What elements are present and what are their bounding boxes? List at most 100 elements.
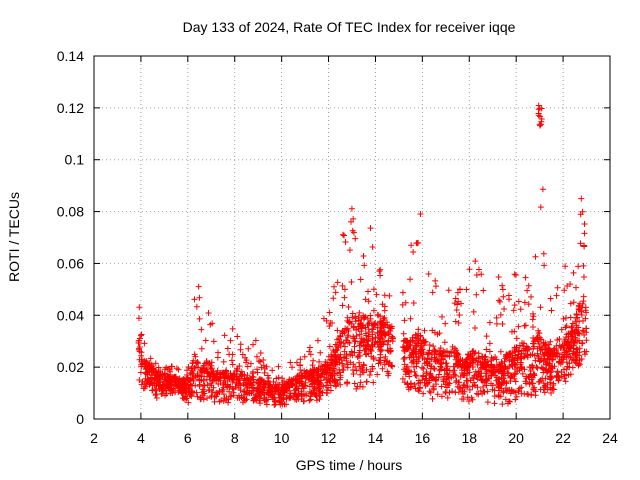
data-point — [412, 385, 419, 392]
data-point — [580, 274, 587, 281]
data-point — [138, 331, 145, 338]
data-point — [294, 392, 301, 399]
data-point — [254, 369, 261, 376]
data-point — [419, 377, 426, 384]
data-point — [553, 350, 560, 357]
data-point — [438, 360, 445, 367]
data-point — [276, 399, 283, 406]
data-point — [483, 376, 490, 383]
data-point — [155, 364, 162, 371]
data-point — [570, 342, 577, 349]
data-point — [569, 328, 576, 335]
data-point — [550, 382, 557, 389]
x-tick-label: 4 — [137, 430, 145, 446]
data-point — [314, 337, 321, 344]
data-point — [351, 380, 358, 387]
data-point — [360, 369, 367, 376]
data-point — [221, 370, 228, 377]
data-point — [136, 377, 143, 384]
data-point — [408, 368, 415, 375]
data-point — [569, 333, 576, 340]
data-point — [573, 314, 580, 321]
data-point — [470, 379, 477, 386]
data-point — [142, 375, 149, 382]
data-point — [537, 204, 544, 211]
data-point — [339, 282, 346, 289]
data-point — [563, 322, 570, 329]
data-point — [310, 377, 317, 384]
data-point — [333, 342, 340, 349]
data-point — [323, 382, 330, 389]
data-point — [146, 362, 153, 369]
data-point — [367, 225, 374, 232]
data-point — [441, 367, 448, 374]
data-point — [348, 278, 355, 285]
data-point — [458, 367, 465, 374]
data-point — [332, 341, 339, 348]
data-point — [152, 386, 159, 393]
data-point — [561, 375, 568, 382]
data-point — [567, 314, 574, 321]
data-point — [264, 380, 271, 387]
data-point — [433, 283, 439, 290]
data-point — [482, 366, 489, 373]
data-point — [484, 362, 491, 369]
data-point — [498, 368, 505, 375]
data-point — [459, 372, 466, 379]
data-point — [284, 384, 291, 391]
data-point — [535, 330, 542, 337]
data-point — [581, 230, 588, 237]
data-point — [180, 388, 187, 395]
data-point — [308, 371, 315, 378]
data-point — [539, 375, 546, 382]
data-point — [524, 346, 531, 353]
data-point — [507, 378, 514, 385]
data-point — [334, 327, 341, 334]
data-point — [298, 396, 305, 403]
data-point — [217, 371, 224, 378]
data-point — [198, 326, 205, 333]
data-point — [438, 393, 445, 400]
data-point — [189, 382, 196, 389]
data-point — [461, 388, 468, 395]
data-point — [441, 353, 448, 360]
data-point — [389, 363, 396, 370]
data-point — [452, 356, 459, 363]
data-point — [312, 376, 319, 383]
data-point — [371, 321, 378, 328]
data-point — [241, 372, 248, 379]
data-point — [286, 394, 293, 401]
data-point — [465, 398, 472, 405]
data-point — [367, 312, 374, 319]
data-point — [457, 357, 464, 364]
data-point — [525, 282, 532, 289]
data-point — [388, 347, 395, 354]
data-point — [194, 359, 201, 366]
data-point — [564, 351, 571, 358]
data-point — [541, 384, 548, 391]
data-point — [245, 345, 252, 352]
data-point — [547, 338, 554, 345]
data-point — [196, 315, 203, 322]
data-point — [499, 286, 506, 293]
data-point — [326, 366, 333, 373]
data-point — [255, 377, 262, 384]
data-point — [561, 342, 568, 349]
axis-ticks: 2 4 6 8 10 12 14 16 18 20 22 2400.020.040.060.080.1… — [57, 48, 618, 446]
data-point — [295, 385, 302, 392]
data-point — [519, 370, 526, 377]
data-point — [356, 342, 363, 349]
data-point — [497, 348, 504, 355]
data-point — [266, 384, 273, 391]
data-point — [570, 299, 577, 306]
chart-title: Day 133 of 2024, Rate Of TEC Index for r… — [183, 19, 516, 35]
data-point — [271, 394, 278, 401]
data-point — [361, 262, 368, 269]
data-point — [563, 331, 570, 338]
data-point — [377, 322, 384, 329]
data-point — [271, 402, 278, 409]
data-point — [170, 385, 177, 392]
data-point — [549, 365, 556, 372]
data-point — [173, 378, 180, 385]
data-point — [548, 307, 555, 314]
